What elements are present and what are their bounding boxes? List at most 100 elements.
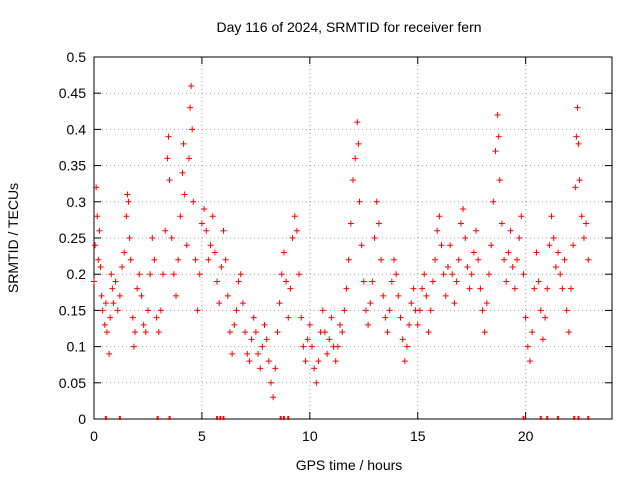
- data-point: [561, 256, 568, 263]
- data-point: [507, 227, 514, 234]
- data-point: [103, 329, 110, 336]
- data-point: [313, 379, 320, 386]
- data-point: [494, 111, 501, 118]
- data-point: [520, 271, 527, 278]
- data-point: [250, 314, 257, 321]
- data-point: [324, 350, 331, 357]
- data-point: [106, 350, 113, 357]
- data-point: [165, 133, 172, 140]
- data-point: [252, 329, 259, 336]
- data-point: [498, 220, 505, 227]
- data-point: [365, 321, 372, 328]
- data-point: [373, 198, 380, 205]
- data-point: [155, 329, 162, 336]
- data-point: [436, 213, 443, 220]
- data-point: [263, 336, 270, 343]
- y-tick-label: 0.2: [67, 266, 87, 282]
- data-point: [399, 336, 406, 343]
- data-point: [473, 227, 480, 234]
- data-point: [401, 358, 408, 365]
- data-point: [410, 285, 417, 292]
- data-point: [107, 314, 114, 321]
- data-point: [315, 358, 322, 365]
- data-point: [475, 256, 482, 263]
- data-point: [231, 321, 238, 328]
- data-point: [157, 307, 164, 314]
- data-point: [352, 155, 359, 162]
- data-point: [291, 213, 298, 220]
- data-point: [112, 278, 119, 285]
- data-point: [239, 300, 246, 307]
- data-point: [334, 343, 341, 350]
- data-point: [168, 235, 175, 241]
- data-point: [304, 336, 311, 343]
- data-point: [485, 271, 492, 278]
- data-point: [136, 271, 143, 278]
- grid-lines: [94, 57, 612, 419]
- data-point: [99, 307, 106, 314]
- data-point: [194, 307, 201, 314]
- data-point: [126, 235, 133, 241]
- data-point: [185, 155, 192, 162]
- data-point: [319, 307, 326, 314]
- x-tick-label: 20: [518, 428, 534, 444]
- y-tick-label: 0.45: [59, 85, 86, 101]
- data-point: [97, 263, 104, 270]
- data-point: [565, 329, 572, 336]
- data-point: [495, 133, 502, 140]
- data-point: [328, 314, 335, 321]
- data-point: [339, 329, 346, 336]
- data-point: [287, 285, 294, 292]
- data-point: [573, 133, 580, 140]
- data-point: [397, 314, 404, 321]
- y-tick-label: 0.05: [59, 375, 86, 391]
- x-axis: 0 5 10 15 20: [90, 57, 534, 444]
- data-point: [557, 271, 564, 278]
- zero-markers: [104, 416, 590, 420]
- data-point: [181, 191, 188, 198]
- data-point: [425, 329, 432, 336]
- data-point: [224, 292, 231, 299]
- data-point: [501, 256, 508, 263]
- data-point: [300, 343, 307, 350]
- data-point: [382, 314, 389, 321]
- data-point: [190, 198, 197, 205]
- data-point: [298, 314, 305, 321]
- data-point: [98, 292, 105, 299]
- data-point: [393, 271, 400, 278]
- data-point: [555, 249, 562, 256]
- data-point: [220, 227, 227, 234]
- data-point: [583, 220, 590, 227]
- data-point: [574, 104, 581, 111]
- data-point: [427, 307, 434, 314]
- data-point: [272, 365, 279, 372]
- data-point: [511, 285, 518, 292]
- x-tick-label: 15: [410, 428, 426, 444]
- data-point: [93, 184, 100, 191]
- data-point: [259, 343, 266, 350]
- data-point: [434, 227, 441, 234]
- data-point: [470, 249, 477, 256]
- data-point: [124, 191, 131, 198]
- data-point: [142, 329, 149, 336]
- data-point: [94, 213, 101, 220]
- data-point: [267, 379, 274, 386]
- data-point: [326, 336, 333, 343]
- data-point: [283, 278, 290, 285]
- data-point: [496, 177, 503, 184]
- y-tick-label: 0.15: [59, 302, 86, 318]
- y-tick-label: 0.1: [67, 339, 87, 355]
- data-point: [578, 213, 585, 220]
- data-point: [308, 343, 315, 350]
- data-point: [580, 235, 587, 241]
- y-tick-label: 0: [78, 411, 86, 427]
- data-point: [189, 126, 196, 133]
- data-point: [509, 263, 516, 270]
- data-point: [196, 271, 203, 278]
- data-point: [187, 104, 194, 111]
- data-point: [406, 321, 413, 328]
- data-point: [119, 263, 126, 270]
- data-point: [477, 285, 484, 292]
- data-point: [101, 321, 108, 328]
- data-point: [207, 242, 214, 249]
